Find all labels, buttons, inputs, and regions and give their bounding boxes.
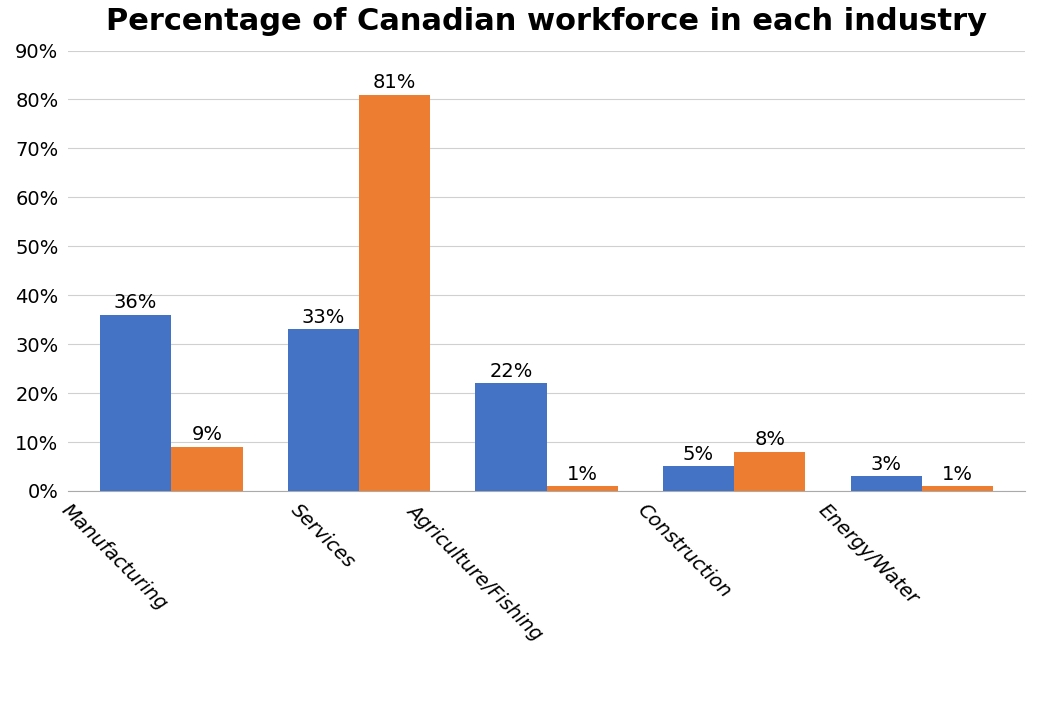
Bar (851, 477, 921, 491)
Text: 81%: 81% (373, 73, 416, 92)
Bar (100, 315, 172, 491)
Bar (288, 329, 359, 491)
Text: 8%: 8% (754, 430, 785, 449)
Bar (734, 452, 805, 491)
Bar (547, 486, 618, 491)
Text: 33%: 33% (302, 308, 345, 327)
Title: Percentage of Canadian workforce in each industry: Percentage of Canadian workforce in each… (106, 6, 987, 35)
Text: 1%: 1% (567, 465, 598, 484)
Bar (662, 466, 734, 491)
Bar (475, 383, 547, 491)
Bar (172, 447, 242, 491)
Bar (921, 486, 993, 491)
Text: 3%: 3% (870, 455, 902, 474)
Text: 36%: 36% (114, 293, 157, 313)
Bar (359, 95, 431, 491)
Text: 5%: 5% (683, 445, 714, 464)
Text: 22%: 22% (489, 362, 532, 381)
Text: 1%: 1% (942, 465, 973, 484)
Text: 9%: 9% (191, 425, 223, 445)
